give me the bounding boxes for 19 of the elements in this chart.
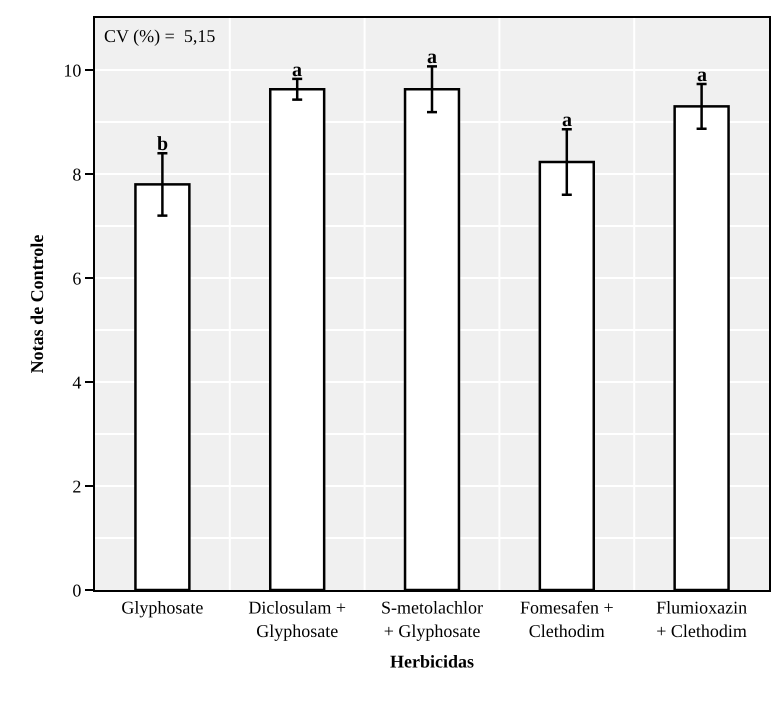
annotation: a [697,64,707,86]
y-tick-label: 4 [72,372,82,392]
y-axis-title: Notas de Controle [27,234,48,374]
x-tick-label: Fomesafen + Clethodim [520,598,614,641]
annotation: a [292,59,302,81]
x-tick-label: Flumioxazin + Clethodim [656,598,748,641]
y-tick-label: 2 [72,476,82,496]
x-tick-label: S-metolachlor + Glyphosate [381,598,483,641]
annotation: b [157,133,168,155]
y-tick-label: 6 [72,268,82,288]
annotation: CV (%) = 5,15 [104,26,216,46]
x-tick-label: Diclosulam + Glyphosate [248,598,346,641]
y-tick-label: 8 [72,164,82,184]
y-tick-label: 0 [72,580,82,600]
annotation: a [562,109,572,131]
x-axis-title: Herbicidas [390,652,474,672]
annotation: a [427,46,437,68]
y-tick-label: 10 [63,60,82,80]
x-tick-label: Glyphosate [121,598,204,618]
